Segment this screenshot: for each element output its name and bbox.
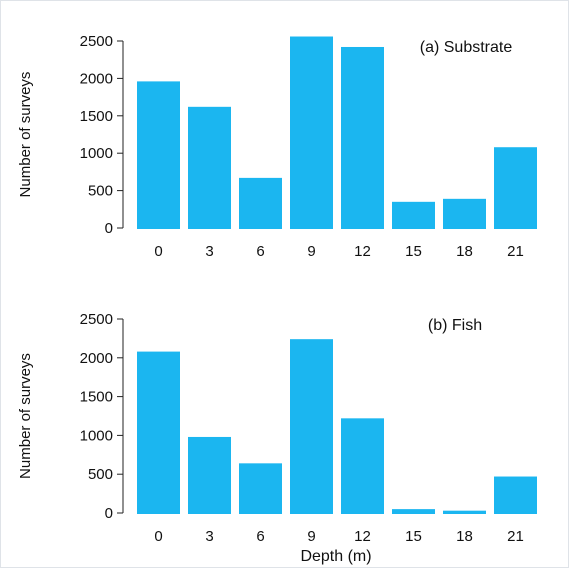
x-tick-label-12: 12	[354, 528, 371, 545]
bar-18	[443, 510, 486, 514]
bar-6	[239, 177, 282, 229]
x-tick-label-21: 21	[507, 243, 524, 260]
bar-18	[443, 198, 486, 229]
x-tick-label-3: 3	[205, 528, 213, 545]
x-tick-label-6: 6	[256, 528, 264, 545]
y-tick-label-1000: 1000	[80, 145, 113, 162]
bar-3	[188, 106, 231, 229]
x-tick-label-18: 18	[456, 528, 473, 545]
x-tick-label-0: 0	[154, 243, 162, 260]
bar-12	[341, 418, 384, 514]
bar-9	[290, 339, 333, 514]
bar-21	[494, 147, 537, 229]
y-tick-label-1500: 1500	[80, 108, 113, 125]
y-axis-title: Number of surveys	[17, 353, 34, 479]
x-tick-label-6: 6	[256, 243, 264, 260]
y-tick-label-500: 500	[88, 183, 113, 200]
x-tick-label-15: 15	[405, 243, 422, 260]
x-tick-label-0: 0	[154, 528, 162, 545]
panel-title: (a) Substrate	[420, 39, 513, 56]
x-tick-label-21: 21	[507, 528, 524, 545]
x-tick-label-18: 18	[456, 243, 473, 260]
x-tick-label-3: 3	[205, 243, 213, 260]
x-tick-label-9: 9	[307, 243, 315, 260]
x-tick-label-9: 9	[307, 528, 315, 545]
panel-fish: 0 500 1000 1500 2000 2500 0 3 6 9 12 15 18 21 Number o…	[17, 311, 537, 565]
y-tick-label-2500: 2500	[80, 33, 113, 50]
panel-substrate: 0 500 1000 1500 2000 2500 0 3 6 9 12 15 18 21 Number o…	[17, 33, 537, 260]
bar-6	[239, 463, 282, 514]
bar-3	[188, 436, 231, 514]
bar-15	[392, 201, 435, 229]
x-tick-label-12: 12	[354, 243, 371, 260]
y-tick-label-2000: 2000	[80, 70, 113, 87]
bar-12	[341, 46, 384, 229]
bar-0	[137, 351, 180, 514]
y-tick-label-500: 500	[88, 466, 113, 483]
y-tick-label-0: 0	[105, 505, 113, 522]
y-tick-label-0: 0	[105, 220, 113, 237]
y-axis-title: Number of surveys	[17, 72, 34, 198]
y-tick-label-2000: 2000	[80, 350, 113, 367]
bar-21	[494, 476, 537, 514]
y-tick-label-1000: 1000	[80, 427, 113, 444]
bar-9	[290, 36, 333, 230]
y-tick-label-2500: 2500	[80, 311, 113, 328]
panel-title: (b) Fish	[428, 317, 482, 334]
y-tick-label-1500: 1500	[80, 389, 113, 406]
x-tick-label-15: 15	[405, 528, 422, 545]
bar-15	[392, 509, 435, 514]
bar-0	[137, 81, 180, 229]
x-axis-title: Depth (m)	[300, 548, 371, 565]
